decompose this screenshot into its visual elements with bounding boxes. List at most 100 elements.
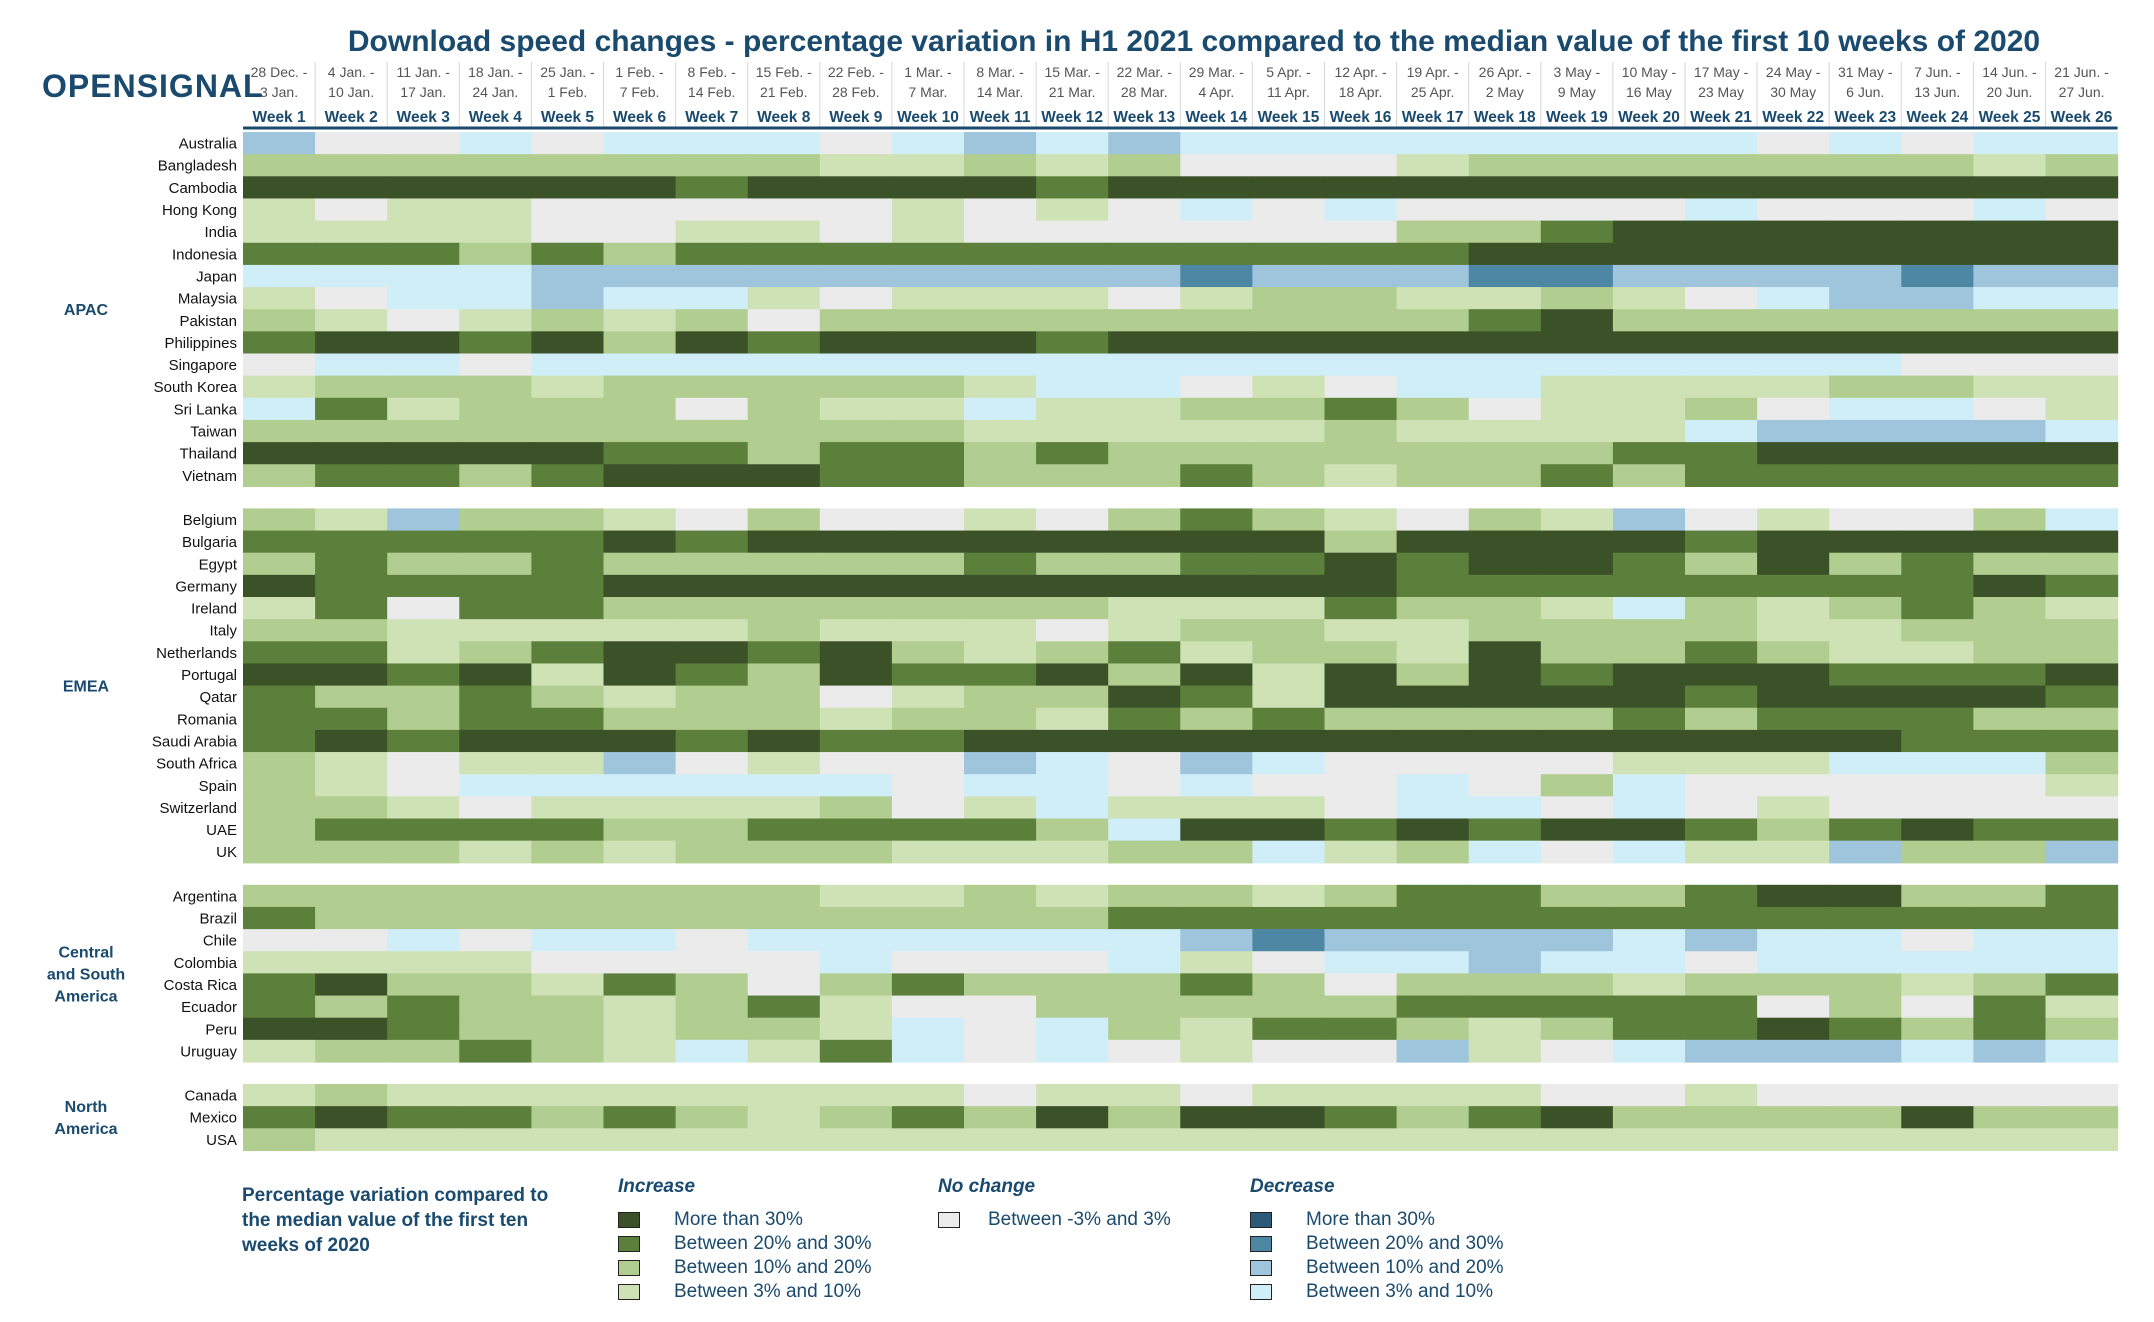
heatmap-cell [1757,840,1830,864]
heatmap-cell [1829,574,1902,598]
heatmap-cell [1396,154,1470,177]
heatmap-cell [819,995,893,1019]
date-range-start: 5 Apr. - [1266,64,1311,80]
heatmap-cell [1973,132,2047,155]
heatmap-cell [243,552,316,576]
heatmap-cell [2045,220,2119,244]
heatmap-cell [1973,1039,2047,1063]
heatmap-cell [1829,752,1902,775]
country-label: Saudi Arabia [152,733,238,750]
heatmap-cell [531,818,605,842]
heatmap-cell [603,796,677,820]
heatmap-cell [1540,973,1614,997]
heatmap-cell [1612,353,1686,377]
heatmap-cell [1901,198,1974,222]
legend-description: Percentage variation compared to the med… [242,1185,549,1256]
heatmap-cell [1973,1106,2047,1129]
heatmap-cell [1973,574,2047,598]
heatmap-cell [531,774,605,797]
heatmap-cell [243,574,316,598]
heatmap-cell [387,375,460,399]
heatmap-cell [1829,331,1902,355]
legend-title-no-change: No change [938,1176,1036,1197]
country-label: Uruguay [180,1043,237,1060]
heatmap-cell [243,818,316,842]
heatmap-cell [1036,397,1109,421]
heatmap-cell [1901,1106,1974,1129]
heatmap-cell [1396,818,1470,842]
heatmap-cell [459,154,532,177]
heatmap-cell [1396,973,1470,997]
heatmap-cell [1829,818,1902,842]
heatmap-cell [1829,597,1902,620]
heatmap-cell [387,619,460,642]
date-range-start: 21 Jun. - [2054,64,2109,80]
heatmap-cell [1612,1084,1686,1107]
heatmap-cell [1180,132,1253,155]
heatmap-cell [1901,331,1974,355]
heatmap-cell [1829,884,1902,908]
heatmap-cell [243,995,316,1019]
heatmap-cell [1180,154,1253,177]
week-label: Week 8 [757,109,811,126]
country-label: Switzerland [159,800,237,817]
heatmap-cell [1180,220,1253,244]
heatmap-cell [387,1128,460,1152]
heatmap-cell [1829,774,1902,797]
heatmap-cell [1468,464,1542,487]
heatmap-cell [1396,641,1470,665]
heatmap-cell [1540,331,1614,355]
heatmap-cell [747,574,821,598]
heatmap-cell [1612,818,1686,842]
heatmap-cell [2045,995,2119,1019]
heatmap-cell [1108,309,1181,332]
date-range-start: 7 Jun. - [1914,64,1961,80]
heatmap-cell [1324,176,1398,200]
heatmap-cell [387,242,460,266]
heatmap-cell [1540,597,1614,620]
heatmap-cell [1180,552,1253,576]
heatmap-cell [459,397,532,421]
heatmap-cell [1324,508,1398,532]
heatmap-cell [531,685,605,709]
heatmap-cell [1685,619,1758,642]
heatmap-cell [315,685,388,709]
heatmap-cell [747,906,821,930]
heatmap-cell [2045,1017,2119,1041]
country-label: Taiwan [190,424,237,441]
heatmap-cell [1540,929,1614,952]
heatmap-cell [1757,530,1830,554]
heatmap-cell [675,929,749,952]
heatmap-cell [964,752,1037,775]
heatmap-cell [2045,597,2119,620]
heatmap-cell [603,973,677,997]
heatmap-cell [819,663,893,687]
heatmap-cell [243,973,316,997]
heatmap-cell [747,154,821,177]
heatmap-cell [315,951,388,974]
heatmap-cell [1252,641,1326,665]
week-label: Week 21 [1690,109,1752,126]
heatmap-cell [2045,818,2119,842]
heatmap-cell [1324,331,1398,355]
heatmap-cell [1180,287,1253,310]
heatmap-cell [531,442,605,465]
week-label: Week 26 [2051,109,2113,126]
legend-label: Between 10% and 20% [674,1257,872,1278]
heatmap-cell [1468,906,1542,930]
heatmap-cell [964,464,1037,487]
heatmap-cell [2045,973,2119,997]
heatmap-cell [1973,597,2047,620]
heatmap-cell [1252,154,1326,177]
heatmap-cell [1612,774,1686,797]
heatmap-cell [1252,1039,1326,1063]
heatmap-cell [675,397,749,421]
heatmap-cell [891,752,965,775]
heatmap-cell [964,641,1037,665]
country-label: Ireland [191,601,237,618]
heatmap-cell [603,818,677,842]
heatmap-cell [387,176,460,200]
heatmap-cell [243,242,316,266]
heatmap-cell [964,264,1037,288]
